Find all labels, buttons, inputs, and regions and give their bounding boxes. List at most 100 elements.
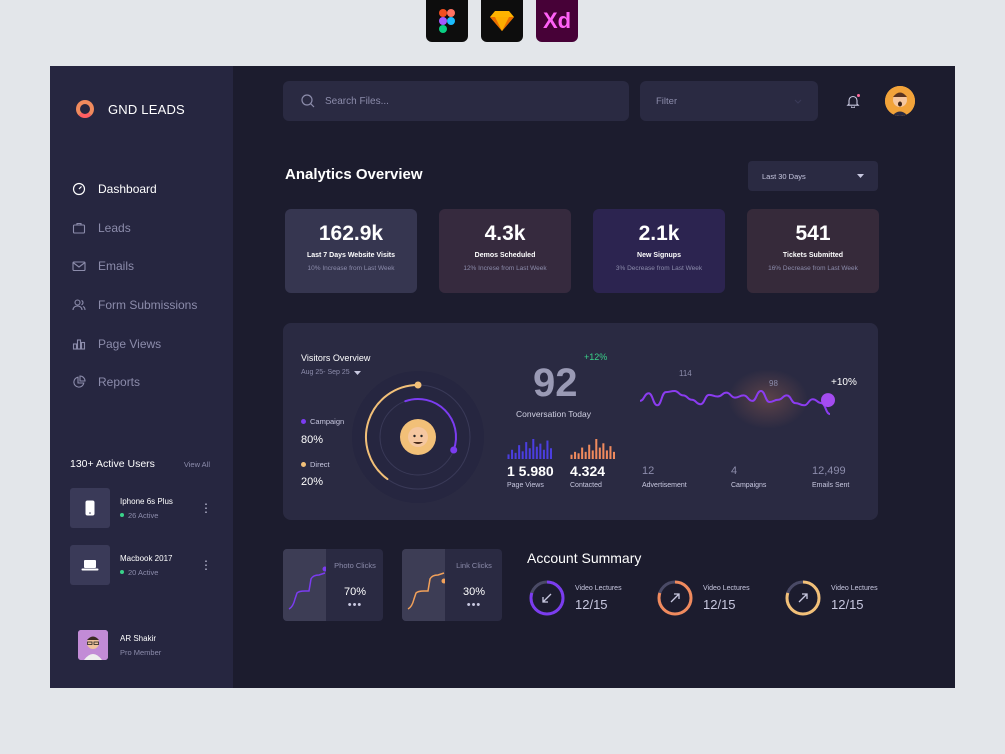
bar xyxy=(609,446,612,459)
stat-card-demos[interactable]: 4.3k Demos Scheduled 12% Increse from La… xyxy=(439,209,571,293)
stat-value: 162.9k xyxy=(318,222,384,245)
nav-item-leads[interactable]: Leads xyxy=(72,209,222,248)
link-clicks-card[interactable]: Link Clicks 30% ••• xyxy=(402,549,502,621)
bars-icon xyxy=(72,339,86,350)
notification-bell-icon[interactable] xyxy=(846,93,861,109)
brand[interactable]: GND LEADS xyxy=(76,100,185,118)
bar xyxy=(542,449,545,459)
visitors-overview-panel: Visitors Overview Aug 25- Sep 25 Campaig… xyxy=(283,323,878,520)
figma-icon xyxy=(426,0,468,42)
active-users-header: 130+ Active Users View All xyxy=(70,458,210,470)
page-title: Analytics Overview xyxy=(285,166,423,183)
nav-item-reports[interactable]: Reports xyxy=(72,363,222,402)
conversation-growth: +12% xyxy=(584,352,608,362)
click-trend-dot xyxy=(441,578,447,584)
link-clicks-chart xyxy=(402,549,447,621)
account-item[interactable]: Video Lectures 12/15 xyxy=(527,578,647,618)
phone-icon xyxy=(70,488,110,528)
stat-card-tickets[interactable]: 541 Tickets Submitted 16% Decrease from … xyxy=(747,209,879,293)
account-item-value: 12/15 xyxy=(703,597,736,612)
progress-ring xyxy=(529,580,565,616)
stat-sub: 10% Increase from Last Week xyxy=(307,265,395,272)
device-row[interactable]: Macbook 2017 20 Active ⋮ xyxy=(70,545,212,585)
click-trend-line xyxy=(407,572,445,610)
account-item[interactable]: Video Lectures 12/15 xyxy=(783,578,903,618)
brand-logo-icon xyxy=(76,100,94,118)
kebab-menu-icon[interactable]: ⋮ xyxy=(200,501,212,515)
search-bar[interactable] xyxy=(283,81,629,121)
progress-ring xyxy=(657,580,693,616)
more-icon[interactable]: ••• xyxy=(466,599,482,611)
view-all-link[interactable]: View All xyxy=(183,459,210,469)
stat-card-website-visits[interactable]: 162.9k Last 7 Days Website Visits 10% In… xyxy=(285,209,417,293)
filter-dropdown[interactable]: Filter xyxy=(640,81,818,121)
nav-item-dashboard[interactable]: Dashboard xyxy=(72,170,222,209)
kpi-value: 4 xyxy=(731,465,738,477)
bar xyxy=(577,453,580,459)
bar xyxy=(612,451,615,459)
visitors-title: Visitors Overview xyxy=(301,353,371,363)
conversation-caption: Conversation Today xyxy=(516,409,591,419)
nav-item-emails[interactable]: Emails xyxy=(72,247,222,286)
nav-label: Leads xyxy=(98,220,131,235)
trend-label-mid: 98 xyxy=(769,379,778,388)
kpi-label: Advertisement xyxy=(642,482,687,489)
bar xyxy=(532,439,535,459)
active-users-title: 130+ Active Users xyxy=(70,458,155,470)
sketch-icon xyxy=(481,0,523,42)
bar xyxy=(525,442,528,459)
account-item-value: 12/15 xyxy=(575,597,608,612)
progress-arc xyxy=(529,580,565,616)
contacted-value: 4.324 xyxy=(570,463,606,479)
laptop-icon xyxy=(70,545,110,585)
bar xyxy=(518,445,521,459)
bar xyxy=(584,451,587,459)
bar xyxy=(591,450,594,459)
trend-line-chart xyxy=(640,369,835,429)
stat-label: Demos Scheduled xyxy=(474,252,536,259)
account-item-value: 12/15 xyxy=(831,597,864,612)
search-input[interactable] xyxy=(325,95,605,107)
bar xyxy=(514,452,517,459)
page-views-value: 1 5.980 xyxy=(507,463,554,479)
stat-value: 541 xyxy=(795,222,831,245)
stat-sub: 12% Increse from Last Week xyxy=(463,265,547,272)
bar xyxy=(595,439,598,459)
account-item[interactable]: Video Lectures 12/15 xyxy=(655,578,775,618)
more-icon[interactable]: ••• xyxy=(347,599,363,611)
chevron-down-icon xyxy=(794,99,802,104)
page-views-label: Page Views xyxy=(507,482,544,489)
adobe-xd-icon: Xd xyxy=(536,0,578,42)
user-avatar[interactable] xyxy=(885,86,915,116)
bar xyxy=(521,451,524,459)
visitors-date-dropdown[interactable]: Aug 25- Sep 25 xyxy=(301,369,361,376)
stat-label: Last 7 Days Website Visits xyxy=(306,252,396,259)
bar xyxy=(549,448,552,459)
nav-item-page-views[interactable]: Page Views xyxy=(72,324,222,363)
date-range-dropdown[interactable]: Last 30 Days xyxy=(748,161,878,191)
device-row[interactable]: Iphone 6s Plus 26 Active ⋮ xyxy=(70,488,212,528)
nav-item-form-submissions[interactable]: Form Submissions xyxy=(72,286,222,325)
page-views-bars xyxy=(507,439,552,459)
trend-line xyxy=(640,389,831,416)
stat-sub: 16% Decrease from Last Week xyxy=(768,265,858,272)
legend-dot xyxy=(301,419,306,424)
search-icon xyxy=(301,94,315,108)
photo-clicks-card[interactable]: Photo Clicks 70% ••• xyxy=(283,549,383,621)
bar xyxy=(539,443,542,459)
legend-campaign: Campaign xyxy=(301,417,344,426)
gauge-icon xyxy=(72,183,86,196)
click-label: Link Clicks xyxy=(456,561,492,570)
legend-direct: Direct xyxy=(301,460,330,469)
nav-label: Page Views xyxy=(98,336,162,351)
contacted-label: Contacted xyxy=(570,482,602,489)
kebab-menu-icon[interactable]: ⋮ xyxy=(200,558,212,572)
user-profile[interactable]: AR Shakir Pro Member xyxy=(78,630,161,660)
stat-card-signups[interactable]: 2.1k New Signups 3% Decrease from Last W… xyxy=(593,209,725,293)
sidebar: GND LEADS Dashboard Leads Emails Form Su… xyxy=(50,66,233,688)
stat-sub: 3% Decrease from Last Week xyxy=(615,265,703,272)
bar xyxy=(511,449,514,459)
nav-label: Form Submissions xyxy=(98,298,198,313)
online-dot-icon xyxy=(120,513,124,517)
bar xyxy=(574,451,577,459)
